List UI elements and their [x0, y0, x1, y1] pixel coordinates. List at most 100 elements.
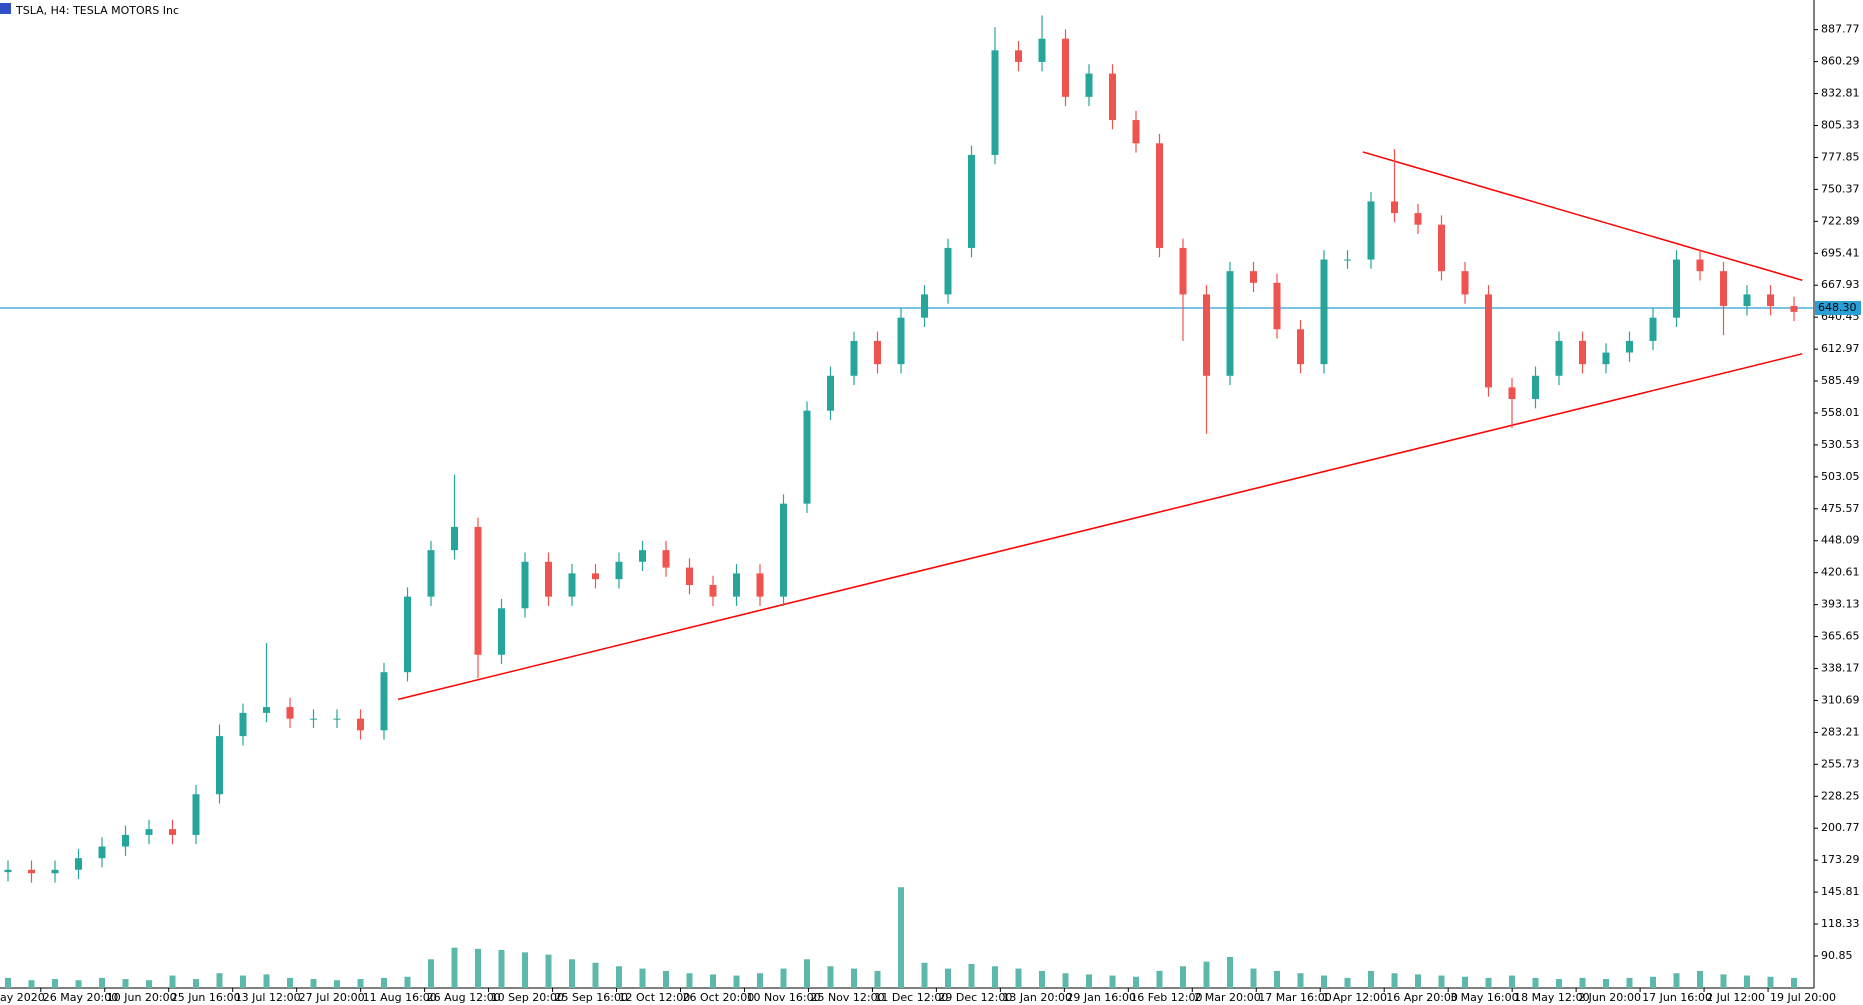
x-tick-label: ay 2020 [0, 991, 45, 1004]
candle-body [427, 550, 435, 597]
candle-body [991, 50, 999, 155]
candle-body [1179, 247, 1187, 295]
volume-bar [1791, 977, 1797, 988]
y-tick-label: 722.89 [1821, 214, 1860, 227]
x-tick-label: 10 Nov 16:00 [746, 991, 820, 1004]
volume-bar [1274, 970, 1280, 988]
volume-bar [968, 963, 975, 988]
volume-bar [1462, 976, 1468, 988]
y-tick-label: 612.97 [1821, 342, 1860, 355]
volume-bar [475, 948, 481, 988]
candle-body [498, 608, 505, 655]
candle-body [1156, 143, 1163, 248]
y-tick-label: 118.33 [1821, 917, 1860, 930]
volume-bar [663, 970, 669, 988]
candle-body [968, 154, 975, 248]
volume-bar [1485, 977, 1492, 988]
volume-bar [898, 887, 904, 988]
x-tick-label: 29 Jan 16:00 [1066, 991, 1136, 1004]
y-tick-label: 832.81 [1821, 87, 1860, 100]
candle-body [897, 317, 905, 365]
volume-bar [780, 968, 787, 988]
candle-body [1508, 387, 1516, 400]
volume-bar [569, 959, 575, 988]
volume-bar [28, 980, 35, 988]
y-tick-label: 338.17 [1821, 662, 1860, 675]
candle-body [545, 561, 552, 597]
candle-body [1109, 73, 1116, 121]
candle-body [122, 834, 129, 847]
candle-body [1203, 294, 1210, 376]
volume-bar [1603, 979, 1609, 988]
candle-body [169, 829, 176, 835]
y-tick-label: 420.61 [1821, 566, 1860, 579]
volume-bar [1250, 968, 1257, 988]
candle-body [1250, 271, 1257, 283]
volume-bar [945, 968, 951, 988]
x-tick-label: 11 Aug 16:00 [363, 991, 437, 1004]
y-tick-label: 145.81 [1821, 885, 1860, 898]
candle-body [1297, 329, 1304, 365]
candle-body [286, 707, 294, 719]
volume-bar [498, 949, 505, 988]
y-tick-label: 310.69 [1821, 693, 1860, 706]
x-tick-label: 2 Mar 20:00 [1194, 991, 1260, 1004]
y-tick-label: 777.85 [1821, 150, 1860, 163]
candle-body [1532, 375, 1539, 400]
y-tick-label: 228.25 [1821, 789, 1860, 802]
volume-bar [334, 980, 340, 988]
candle-body [803, 410, 811, 504]
volume-bar [1744, 975, 1750, 988]
x-tick-label: 25 Nov 12:00 [810, 991, 884, 1004]
volume-bar [1227, 956, 1233, 988]
candle-body [1720, 271, 1727, 307]
candle-body [1767, 294, 1774, 307]
candle-body [357, 718, 364, 731]
volume-bar [1415, 974, 1421, 988]
volume-bar [5, 977, 11, 988]
candle-body [686, 567, 693, 586]
y-tick-label: 887.77 [1821, 23, 1860, 36]
volume-bar [1086, 974, 1092, 988]
trendline [397, 353, 1803, 701]
candle-body [1344, 259, 1351, 261]
candle-body [1367, 201, 1375, 260]
candle-body [192, 794, 200, 835]
volume-bar [310, 979, 317, 988]
y-tick-label: 503.05 [1821, 470, 1860, 483]
y-tick-label: 750.37 [1821, 182, 1860, 195]
candle-body [1602, 352, 1610, 365]
candle-body [944, 247, 952, 295]
volume-bar [240, 975, 246, 988]
volume-bar [522, 952, 528, 988]
candle-body [1062, 38, 1069, 97]
candle-body [98, 846, 106, 859]
volume-bar [122, 979, 129, 988]
candle-body [51, 869, 59, 874]
volume-bar [874, 970, 881, 988]
trendline [1362, 151, 1803, 281]
volume-bar [1767, 976, 1774, 988]
volume-bar [1391, 973, 1398, 988]
symbol-icon [0, 3, 11, 14]
volume-bar [1438, 975, 1445, 988]
candle-body [1743, 294, 1751, 307]
candle-body [615, 561, 623, 580]
volume-bar [381, 977, 387, 988]
candle-body [1015, 50, 1022, 62]
candle-body [28, 869, 35, 874]
volume-bar [1509, 975, 1515, 988]
volume-bar [263, 974, 270, 988]
x-tick-label: 16 Feb 12:00 [1130, 991, 1202, 1004]
candle-body [1391, 201, 1398, 214]
volume-bar [1697, 970, 1703, 988]
candle-body [1555, 340, 1563, 376]
volume-bar [733, 975, 740, 988]
y-tick-label: 667.93 [1821, 278, 1860, 291]
candle-body [1438, 224, 1445, 272]
x-tick-label: 26 Aug 12:00 [427, 991, 501, 1004]
candle-body [1790, 306, 1798, 312]
x-tick-label: 18 May 12:00 [1514, 991, 1589, 1004]
x-tick-label: 10 Sep 20:00 [491, 991, 564, 1004]
price-label-box [1815, 301, 1861, 316]
